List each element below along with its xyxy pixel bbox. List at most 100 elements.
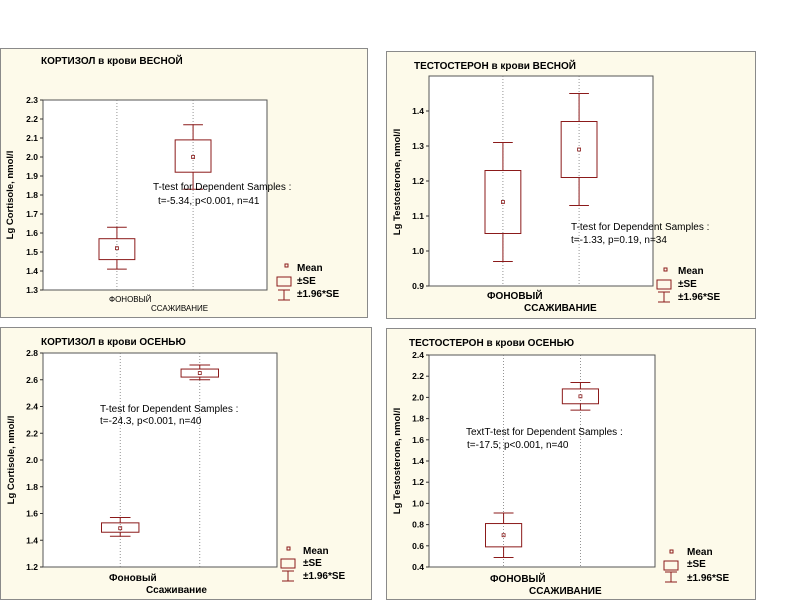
test-annotation-line-1: T-test for Dependent Samples : (100, 404, 238, 415)
y-axis-label: Lg Cortisole, nmol/l (6, 416, 17, 505)
category-label-2: Ссаживание (146, 585, 207, 596)
y-tick-label: 1.2 (412, 176, 424, 186)
legend-se-label: ±SE (678, 279, 697, 290)
y-tick-label: 1.4 (412, 106, 424, 116)
y-tick-label: 1.9 (26, 171, 38, 181)
legend-se-label: ±SE (297, 276, 316, 287)
mean-marker (115, 246, 119, 251)
y-tick-label: 2.0 (26, 455, 38, 465)
y-tick-label: 1.6 (412, 435, 424, 445)
y-tick-label: 0.9 (412, 281, 424, 291)
test-annotation-line-2: t=-24.3, p<0.001, n=40 (100, 416, 202, 427)
se-box (485, 523, 523, 548)
test-annotation-line-2: t=-17.5; p<0.001, n=40 (467, 440, 569, 451)
chart-panel-testosterone-autumn: ТЕСТОСТЕРОН в крови ОСЕНЬЮ 0.4 0.6 0.8 1.0 1… (386, 328, 756, 600)
legend-mean-label: Mean (687, 547, 713, 558)
legend-mean-symbol (284, 263, 289, 268)
y-tick-label: 2.3 (26, 95, 38, 105)
y-axis-label: Lg Cortisole, nmol/l (5, 151, 16, 240)
legend-ci-label: ±1.96*SE (297, 289, 340, 300)
test-annotation-line-1: T-test for Dependent Samples : (571, 222, 709, 233)
y-tick-label: 1.8 (412, 414, 424, 424)
legend-mean-symbol (663, 267, 668, 272)
y-tick-label: 1.7 (26, 209, 38, 219)
mean-marker (501, 533, 506, 538)
category-label-1: ФОНОВЫЙ (490, 572, 546, 585)
plot-area (42, 99, 268, 291)
legend-mean-symbol (286, 546, 291, 551)
y-tick-label: 1.0 (412, 246, 424, 256)
se-box (98, 238, 136, 261)
chart-panel-testosterone-spring: ТЕСТОСТЕРОН в крови ВЕСНОЙ 0.9 1.0 1.1 1.2 1… (386, 51, 756, 319)
se-box (101, 522, 140, 533)
test-annotation-line-1: T-test for Dependent Samples : (153, 182, 291, 193)
y-tick-label: 1.4 (26, 535, 38, 545)
y-tick-label: 2.4 (412, 350, 424, 360)
chart-title: ТЕСТОСТЕРОН в крови ВЕСНОЙ (414, 59, 576, 72)
y-tick-label: 2.0 (26, 152, 38, 162)
legend: Mean ±SE ±1.96*SE (276, 263, 340, 301)
se-box (561, 388, 599, 405)
chart-title: КОРТИЗОЛ в крови ОСЕНЬЮ (41, 337, 186, 348)
category-label-1: Фоновый (109, 573, 157, 584)
y-tick-label: 1.3 (26, 285, 38, 295)
legend-ci-symbol (665, 571, 677, 583)
category-label-2: ССАЖИВАНИЕ (151, 304, 208, 313)
y-tick-label: 2.1 (26, 133, 38, 143)
y-tick-label: 2.6 (26, 375, 38, 385)
legend-ci-label: ±1.96*SE (678, 292, 721, 303)
y-tick-label: 2.2 (26, 428, 38, 438)
category-label-2: ССАЖИВАНИЕ (529, 586, 602, 597)
legend-ci-symbol (658, 291, 670, 303)
legend-mean-label: Mean (303, 546, 329, 557)
category-label-1: ФОНОВЫЙ (487, 289, 543, 302)
y-axis-label: Lg Testosterone, nmol/l (392, 408, 403, 514)
mean-marker (577, 147, 581, 152)
legend-ci-symbol (278, 289, 290, 301)
test-annotation-line-2: t=-1.33, p=0.19, n=34 (571, 235, 667, 246)
legend-se-symbol (280, 558, 296, 569)
chart-title: ТЕСТОСТЕРОН в крови ОСЕНЬЮ (409, 338, 574, 349)
legend-se-label: ±SE (303, 558, 322, 569)
y-tick-label: 1.2 (412, 477, 424, 487)
legend-mean-label: Mean (678, 266, 704, 277)
test-annotation-line-2: t=-5.34, p<0.001, n=41 (158, 196, 260, 207)
legend-ci-label: ±1.96*SE (687, 573, 730, 584)
legend-se-label: ±SE (687, 559, 706, 570)
chart-panel-cortisol-spring: КОРТИЗОЛ в крови ВЕСНОЙ 1.3 1.4 1.5 1.6 1.7 1… (0, 48, 368, 318)
plot-area (428, 75, 654, 287)
legend-mean-symbol (669, 549, 674, 554)
y-tick-label: 1.2 (26, 562, 38, 572)
y-tick-label: 1.0 (412, 498, 424, 508)
y-tick-label: 1.4 (26, 266, 38, 276)
y-tick-label: 2.2 (412, 371, 424, 381)
legend: Mean ±SE ±1.96*SE (663, 547, 730, 584)
test-annotation-line-1: TextT-test for Dependent Samples : (466, 427, 623, 438)
plot-area (42, 352, 278, 568)
y-tick-label: 1.1 (412, 211, 424, 221)
legend-se-symbol (663, 560, 679, 571)
se-box (174, 139, 212, 173)
chart-title: КОРТИЗОЛ в крови ВЕСНОЙ (41, 54, 183, 67)
y-tick-label: 2.4 (26, 402, 38, 412)
legend: Mean ±SE ±1.96*SE (280, 546, 346, 582)
y-tick-label: 2.2 (26, 114, 38, 124)
y-tick-label: 2.8 (26, 348, 38, 358)
y-tick-label: 1.8 (26, 190, 38, 200)
legend-mean-label: Mean (297, 263, 323, 274)
se-box (180, 368, 219, 378)
y-tick-label: 1.6 (26, 509, 38, 519)
y-tick-label: 1.5 (26, 247, 38, 257)
y-tick-label: 1.8 (26, 482, 38, 492)
y-tick-label: 0.6 (412, 541, 424, 551)
legend-ci-label: ±1.96*SE (303, 571, 346, 582)
chart-svg: КОРТИЗОЛ в крови ОСЕНЬЮ 1.2 1.4 1.6 1.8 2.0 2… (6, 337, 346, 596)
se-box (484, 170, 522, 234)
mean-marker (191, 155, 195, 159)
category-label-2: ССАЖИВАНИЕ (524, 303, 597, 314)
y-tick-label: 1.4 (412, 456, 424, 466)
chart-panel-cortisol-autumn: КОРТИЗОЛ в крови ОСЕНЬЮ 1.2 1.4 1.6 1.8 2.0 2… (0, 327, 372, 600)
mean-marker (118, 526, 123, 531)
plot-area (428, 354, 656, 568)
legend: Mean ±SE ±1.96*SE (656, 266, 721, 303)
